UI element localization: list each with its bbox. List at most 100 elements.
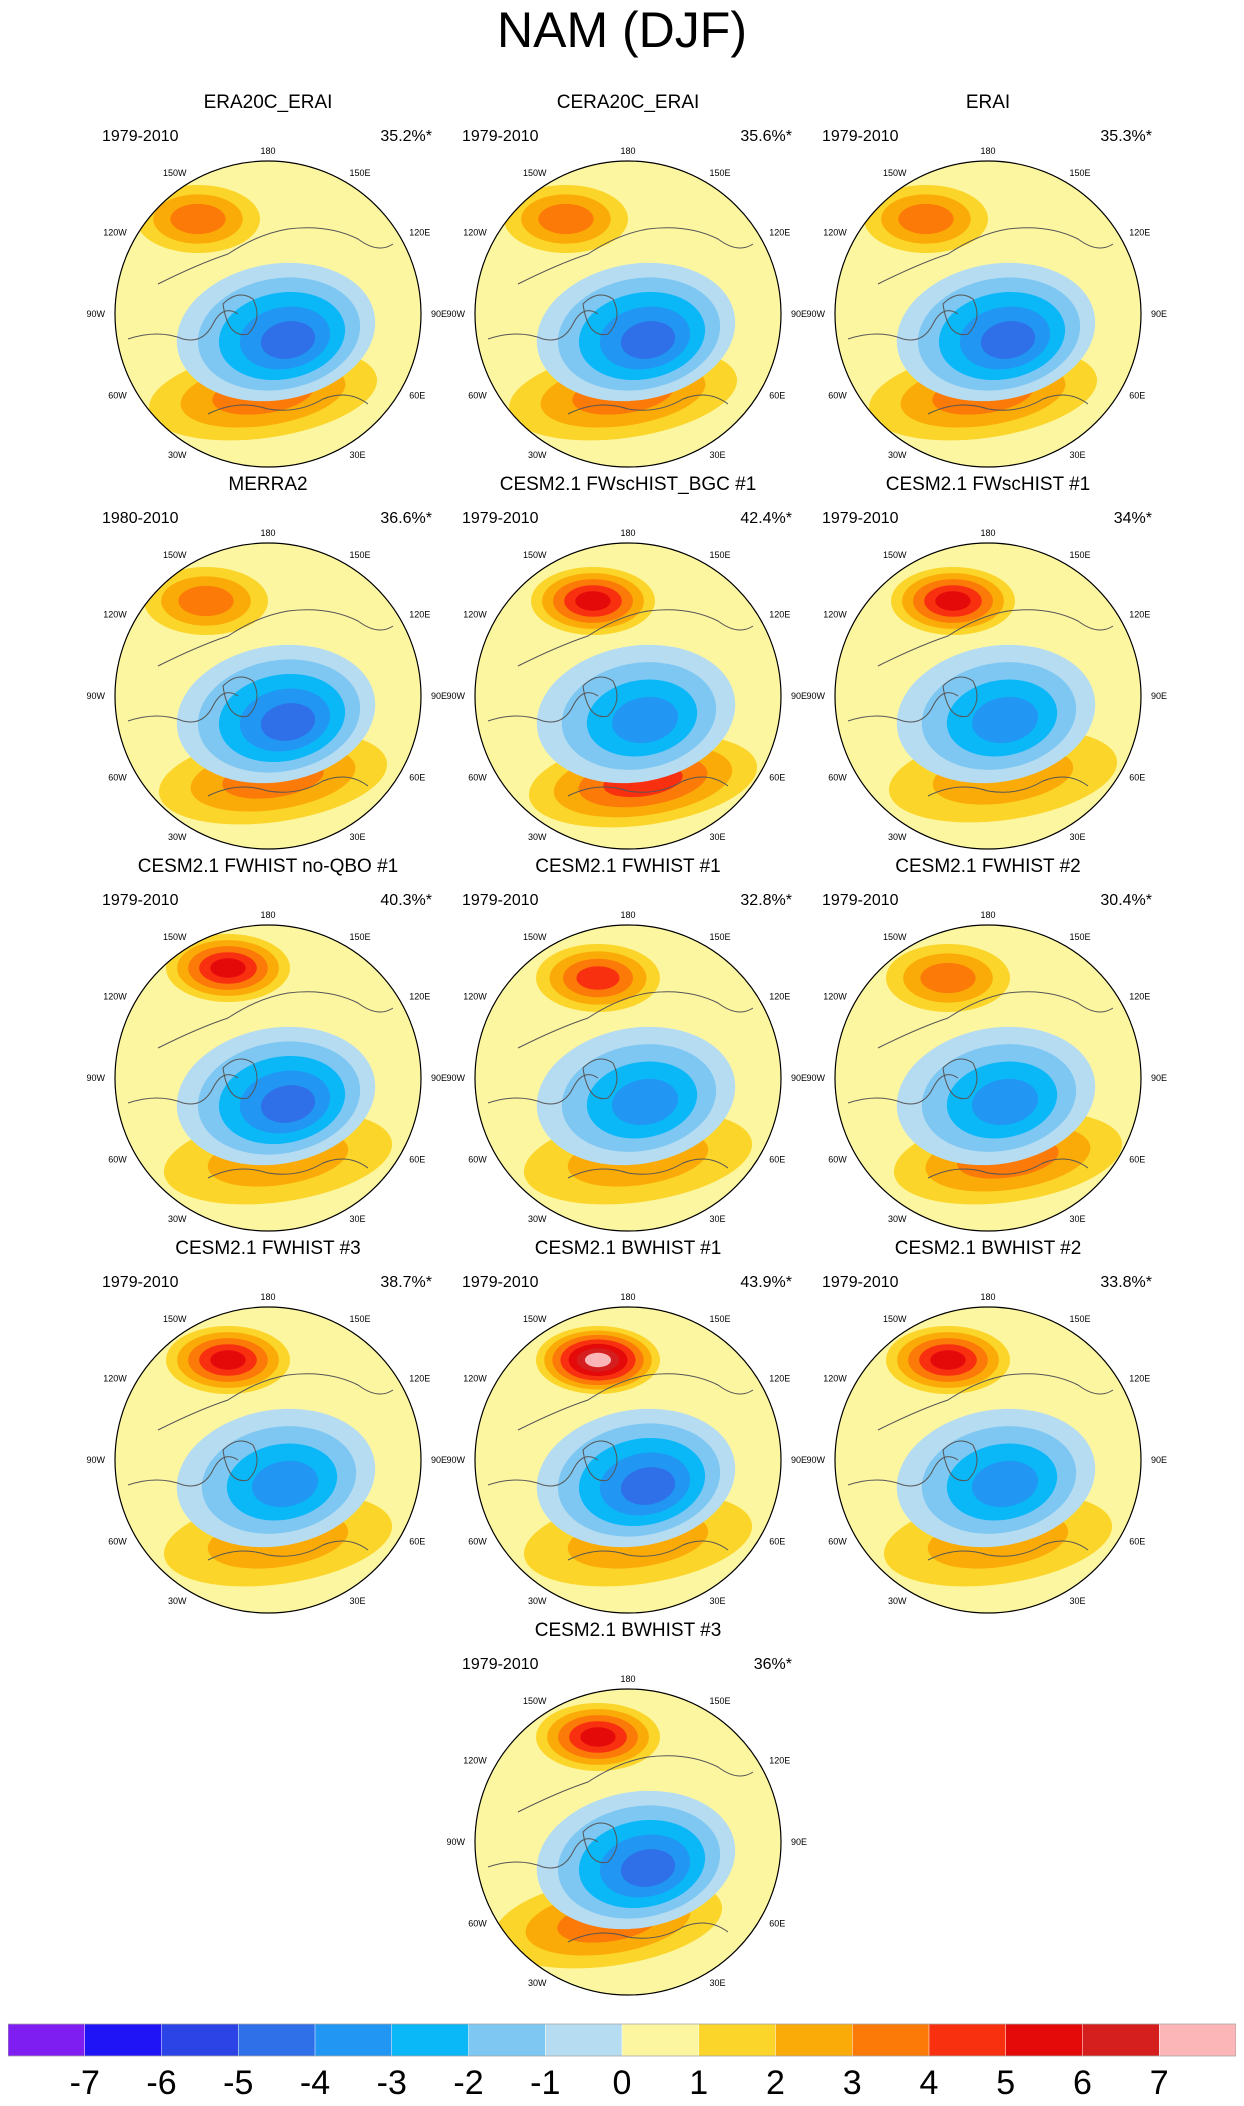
longitude-label: 60W [828,1537,847,1547]
pacific-contour-level [576,966,620,990]
polar-map: 180150E120E90E60E30E030W60W90W120W150W [86,528,447,850]
longitude-label: 90E [1151,1073,1167,1083]
longitude-label: 60E [769,773,785,783]
longitude-label: 150W [883,550,907,560]
longitude-label: 60E [769,1155,785,1165]
colorbar-swatch [238,2023,316,2057]
longitude-label: 30E [350,450,366,460]
longitude-label: 30W [528,832,547,842]
coastline-europe [567,394,729,415]
longitude-label: 120W [823,610,847,620]
longitude-label: 60W [108,391,127,401]
longitude-label: 120W [823,992,847,1002]
longitude-label: 90E [431,691,447,701]
longitude-label: 90E [791,1455,807,1465]
longitude-label: 180 [620,1292,635,1302]
colorbar-tick-label: 3 [843,2064,862,2102]
coastline-asia [877,991,1114,1049]
colorbar-swatch [314,2023,393,2057]
longitude-label: 90W [446,309,465,319]
map-boundary [114,160,422,468]
panel-variance: 35.2%* [380,128,432,145]
longitude-label: 150E [350,168,371,178]
longitude-label: 150E [710,1314,731,1324]
coastline-europe [567,1540,729,1561]
longitude-label: 90W [806,1073,825,1083]
longitude-label: 30W [528,1596,547,1606]
coastlines [847,609,1114,797]
polar-map: 180150E120E90E60E30E030W60W90W120W150W [806,146,1167,468]
arctic-contour-level [971,1460,1039,1508]
longitude-label: 90W [806,1455,825,1465]
longitude-label: 150E [710,168,731,178]
coastline-europe [567,1158,729,1179]
longitude-label: 60W [108,1537,127,1547]
longitude-label: 30E [710,450,726,460]
coastline-greenland [582,294,618,336]
longitude-label: 90E [1151,1455,1167,1465]
pacific-contour-level [898,203,954,235]
panel-title: CESM2.1 FWHIST #3 [175,1238,361,1259]
colorbar-tick-label: 7 [1150,2064,1169,2102]
panel-period: 1979-2010 [102,128,179,145]
colorbar-tick-label: 5 [996,2064,1015,2102]
panel-title: CESM2.1 BWHIST #1 [534,1238,722,1259]
map-boundary [114,924,422,1232]
panel-title: CESM2.1 FWHIST #1 [535,856,721,877]
longitude-label: 30W [528,1214,547,1224]
map-panel: ERA20C_ERAI 1979-2010 35.2%* 180 150E 120E 90E… [78,92,458,472]
panel-variance: 36%* [753,1656,792,1673]
longitude-label: 90W [86,691,105,701]
coastline-asia [517,227,754,285]
polar-map: 180150E120E90E60E30E030W60W90W120W150W [446,1674,807,1996]
longitude-label: 90E [1151,309,1167,319]
coastline-asia [157,991,394,1049]
coastline-greenland [582,1440,618,1482]
longitude-label: 120E [409,992,430,1002]
longitude-label: 90W [446,1455,465,1465]
panel-variance: 40.3%* [380,892,432,909]
longitude-label: 120W [463,1756,487,1766]
longitude-label: 30W [528,1978,547,1988]
longitude-label: 90W [806,691,825,701]
coastline-europe [927,394,1089,415]
figure-title: NAM (DJF) [497,2,747,58]
arctic-contour-level [971,696,1039,744]
coastline-greenland [222,294,258,336]
longitude-label: 150W [523,1314,547,1324]
longitude-label: 120W [463,610,487,620]
longitude-label: 60W [828,1155,847,1165]
longitude-label: 150E [350,550,371,560]
longitude-label: 30W [888,1214,907,1224]
pacific-contour-level [584,1352,612,1368]
longitude-label: 90E [791,309,807,319]
polar-map: 180150E120E90E60E30E030W60W90W120W150W [446,146,807,468]
pacific-contour-level [538,203,594,235]
pacific-contour-level [935,591,971,611]
longitude-label: 60E [769,391,785,401]
longitude-label: 90W [86,1455,105,1465]
map-boundary [114,1306,422,1614]
map-panel: CESM2.1 BWHIST #1 1979-2010 43.9%* 180 150E 1… [438,1238,818,1618]
longitude-label: 120E [1129,992,1150,1002]
longitude-label: 120E [409,610,430,620]
polar-map: 180150E120E90E60E30E030W60W90W120W150W [806,910,1167,1232]
colorbar-swatch [161,2023,239,2057]
arctic-contour-level [260,703,316,741]
panel-title: ERAI [965,92,1011,113]
map-boundary [834,160,1142,468]
longitude-label: 180 [980,528,995,538]
longitude-label: 150W [883,1314,907,1324]
coastline-europe [927,1158,1089,1179]
polar-map: 180150E120E90E60E30E030W60W90W120W150W [446,528,807,850]
colorbar-tick-label: -1 [530,2064,560,2102]
coastlines [847,227,1114,415]
coastline-asia [517,609,754,667]
pacific-contour-level [580,1727,616,1747]
colorbar-tick-label: 1 [689,2064,708,2102]
panel-variance: 38.7%* [380,1274,432,1291]
longitude-label: 150W [523,1696,547,1706]
map-panel: ERAI1979-201035.3%*180150E120E90E60E30E0… [798,92,1178,472]
longitude-label: 150E [710,932,731,942]
longitude-label: 120E [769,610,790,620]
